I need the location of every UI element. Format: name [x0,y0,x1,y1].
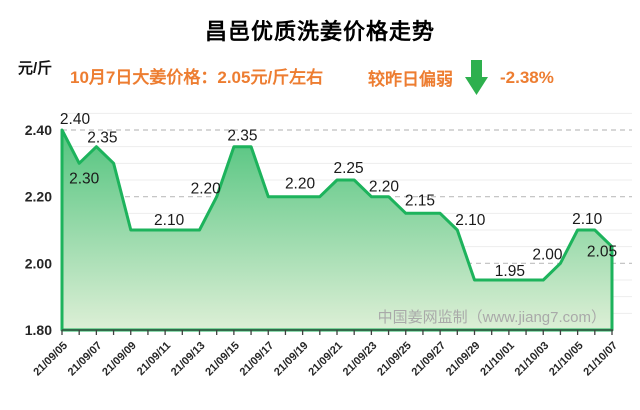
x-tick-label: 21/09/17 [238,340,277,379]
x-tick-label: 21/09/21 [306,340,345,379]
x-tick-label: 21/09/09 [100,340,139,379]
data-label: 2.30 [69,170,100,187]
down-arrow-shape [465,60,488,95]
data-label: 2.35 [227,128,257,145]
trend-value: -2.38% [500,67,554,87]
data-label: 2.20 [369,179,400,196]
chart-title: 昌邑优质洗姜价格走势 [204,19,435,44]
trend-label: 较昨日偏弱 [368,70,453,89]
trend-indicator: 较昨日偏弱 -2.38% [368,60,554,95]
data-label: 2.40 [60,111,91,128]
data-label: 2.10 [154,212,185,229]
data-label: 2.15 [405,192,435,209]
x-tick-label: 21/09/11 [135,340,173,378]
x-tick-label: 21/09/27 [409,340,448,379]
x-tick-label: 21/09/05 [31,340,70,379]
data-label: 2.10 [572,211,603,228]
down-arrow-icon [465,60,488,95]
y-axis-unit-label: 元/斤 [18,60,53,77]
data-label: 2.20 [191,181,222,198]
x-tick-label: 21/10/05 [547,340,586,379]
data-label: 2.35 [87,130,117,147]
y-tick-label: 2.00 [25,255,52,271]
area-series [60,128,614,332]
price-note: 10月7日大姜价格：2.05元/斤左右 [70,68,324,87]
data-label: 2.25 [334,160,364,177]
x-tick-label: 21/10/07 [581,340,620,379]
x-tick-label: 21/09/23 [341,340,380,379]
y-tick-label: 1.80 [25,322,52,338]
x-tick-label: 21/09/29 [444,340,483,379]
data-label: 2.00 [532,246,563,263]
data-label: 2.10 [455,212,486,229]
x-tick-label: 21/09/13 [169,340,208,379]
x-tick-label: 21/09/15 [203,340,242,379]
watermark: 中国姜网监制（www.jiang7.com） [378,309,606,326]
data-label: 1.95 [495,263,525,280]
x-tick-label: 21/09/19 [272,340,311,379]
data-label: 2.20 [285,176,316,193]
x-tick-label: 21/09/25 [375,340,414,379]
x-tick-label: 21/10/03 [513,340,552,379]
x-tick-label: 21/10/01 [478,340,517,379]
y-tick-label: 2.20 [25,189,52,205]
x-tick-label: 21/09/07 [66,340,105,379]
data-label: 2.05 [587,244,617,261]
y-tick-label: 2.40 [25,122,52,138]
